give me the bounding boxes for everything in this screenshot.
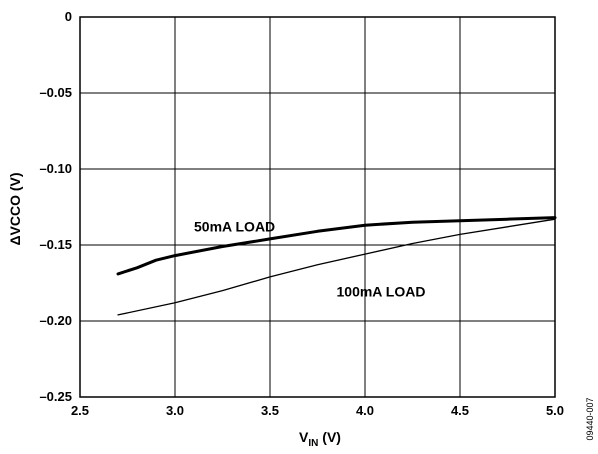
y-tick-label: –0.15: [39, 237, 72, 252]
y-axis-label: ΔVCCO (V): [7, 172, 23, 245]
x-tick-label: 2.5: [71, 403, 89, 418]
y-tick-labels: 0 –0.05 –0.10 –0.15 –0.20 –0.25: [39, 9, 72, 404]
series-annotation: 100mA LOAD: [337, 284, 426, 300]
series-line-50ma-load: [116, 216, 557, 276]
y-tick-label: –0.05: [39, 85, 72, 100]
x-axis-label-suffix: (V): [318, 429, 341, 445]
series-annotation: 50mA LOAD: [194, 218, 275, 234]
y-tick-label: –0.25: [39, 389, 72, 404]
annotations: 50mA LOAD 100mA LOAD: [194, 218, 425, 299]
x-tick-label: 4.5: [451, 403, 469, 418]
y-tick-label: –0.10: [39, 161, 72, 176]
x-tick-labels: 2.5 3.0 3.5 4.0 4.5 5.0: [71, 403, 564, 418]
x-tick-label: 4.0: [356, 403, 374, 418]
series-layer: [116, 216, 557, 316]
x-tick-label: 3.0: [166, 403, 184, 418]
y-tick-label: –0.20: [39, 313, 72, 328]
plot-frame: [79, 16, 556, 398]
x-axis-label-subscript: IN: [308, 438, 318, 449]
x-tick-label: 3.5: [261, 403, 279, 418]
grid: [80, 17, 555, 397]
figure-id: 09440-007: [585, 397, 595, 440]
series-line-100ma-load: [117, 218, 556, 316]
y-tick-label: 0: [65, 9, 72, 24]
x-tick-label: 5.0: [546, 403, 564, 418]
x-axis-label: VIN (V): [299, 429, 341, 449]
x-axis-label-main: V: [299, 429, 309, 445]
